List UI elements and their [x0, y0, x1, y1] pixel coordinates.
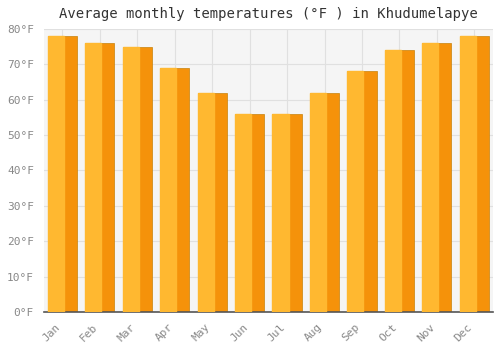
Bar: [348, 71, 364, 312]
Bar: [272, 114, 288, 312]
Bar: [422, 43, 452, 312]
Bar: [122, 47, 138, 312]
Bar: [122, 47, 152, 312]
Bar: [48, 36, 77, 312]
Bar: [85, 43, 102, 312]
Bar: [235, 114, 251, 312]
Title: Average monthly temperatures (°F ) in Khudumelapye: Average monthly temperatures (°F ) in Kh…: [59, 7, 478, 21]
Bar: [198, 93, 227, 312]
Bar: [460, 36, 489, 312]
Bar: [160, 68, 190, 312]
Bar: [460, 36, 476, 312]
Bar: [422, 43, 438, 312]
Bar: [310, 93, 339, 312]
Bar: [272, 114, 302, 312]
Bar: [48, 36, 64, 312]
Bar: [235, 114, 264, 312]
Bar: [310, 93, 326, 312]
Bar: [198, 93, 214, 312]
Bar: [85, 43, 114, 312]
Bar: [160, 68, 176, 312]
Bar: [385, 50, 414, 312]
Bar: [385, 50, 401, 312]
Bar: [348, 71, 376, 312]
